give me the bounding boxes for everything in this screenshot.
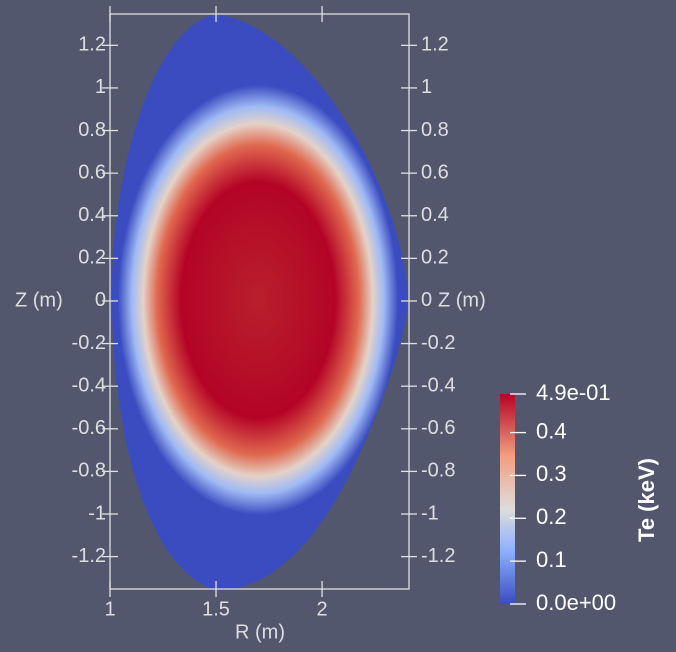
- y-axis-label: Z (m): [15, 289, 63, 311]
- y-tick-label: -0.2: [72, 332, 106, 354]
- y-tick-label: 0.6: [78, 161, 106, 183]
- y-tick-label-right: -0.8: [421, 460, 455, 482]
- y-tick-label: -0.4: [72, 374, 106, 396]
- y-tick-label-right: 0.6: [421, 161, 449, 183]
- y-tick-label: -1: [88, 502, 106, 524]
- colorbar: Te (keV) 0.0e+00 0.1 0.2 0.3 0.4 4.9e-01: [500, 380, 659, 615]
- y-tick-label-right: -0.4: [421, 374, 455, 396]
- y-tick-label-right: -1: [421, 502, 439, 524]
- y-tick-label-right: 0.2: [421, 247, 449, 269]
- colorbar-tick-label: 0.0e+00: [536, 590, 616, 615]
- colorbar-label: Te (keV): [634, 458, 659, 542]
- y-tick-label: 1: [95, 76, 106, 98]
- y-tick-label-right: -0.6: [421, 417, 455, 439]
- y-tick-label-right: -0.2: [421, 332, 455, 354]
- y-tick-label-right: -1.2: [421, 545, 455, 567]
- colorbar-tick-label: 0.1: [536, 547, 567, 572]
- y-tick-label: 0.4: [78, 204, 106, 226]
- y-tick-label: 0.2: [78, 247, 106, 269]
- x-tick-label: 1: [104, 598, 115, 620]
- colorbar-ramp: [500, 394, 515, 604]
- y-tick-label: 0.8: [78, 119, 106, 141]
- y-tick-label: 0: [95, 289, 106, 311]
- temperature-field: [111, 14, 408, 591]
- y-tick-label-right: 0.8: [421, 119, 449, 141]
- x-tick-label: 1.5: [202, 598, 230, 620]
- axes: Z (m) Z (m) R (m) -1.2 -1.2 -1 -1 -0.8 -0.8 -0…: [15, 6, 486, 643]
- y-tick-label: 1.2: [78, 34, 106, 56]
- y-tick-label: -1.2: [72, 545, 106, 567]
- x-axis-label: R (m): [235, 621, 285, 643]
- y-axis-label-right: Z (m): [438, 289, 486, 311]
- y-tick-label-right: 0.4: [421, 204, 449, 226]
- colorbar-tick-label: 0.3: [536, 461, 567, 486]
- x-tick-label: 2: [316, 598, 327, 620]
- colorbar-tick-label: 0.4: [536, 418, 567, 443]
- y-tick-label-right: 0: [421, 289, 432, 311]
- colorbar-tick-label: 4.9e-01: [536, 380, 611, 405]
- y-tick-label-right: 1.2: [421, 34, 449, 56]
- y-tick-label: -0.6: [72, 417, 106, 439]
- colorbar-tick-label: 0.2: [536, 504, 567, 529]
- y-tick-label-right: 1: [421, 76, 432, 98]
- y-tick-label: -0.8: [72, 460, 106, 482]
